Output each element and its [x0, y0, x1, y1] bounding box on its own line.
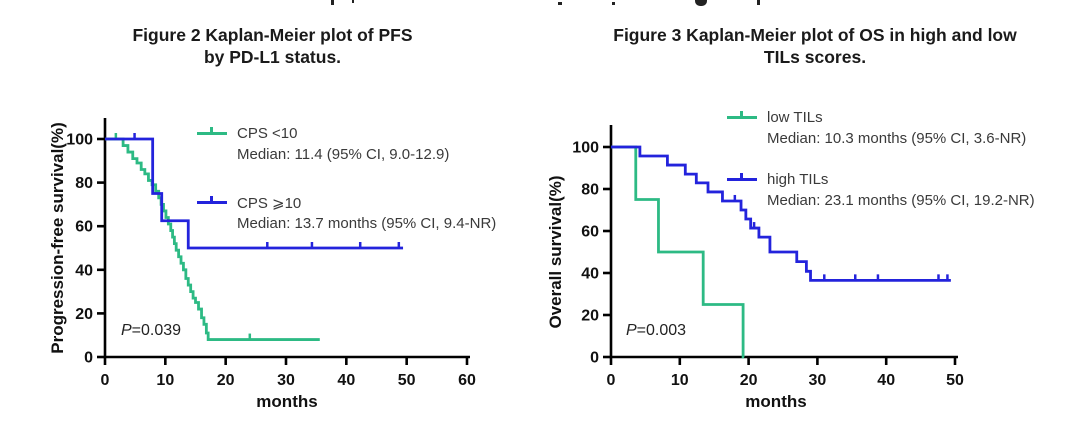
cropped-text-fragment: [331, 0, 334, 5]
legend-cps-ge10: CPS ⩾10 Median: 13.7 months (95% CI, 9.4…: [197, 192, 496, 234]
p-value-text: =0.003: [636, 322, 687, 339]
chart1-x-tick-label: 40: [877, 372, 895, 389]
legend-low-tils: low TILs Median: 10.3 months (95% CI, 3.…: [727, 107, 1026, 149]
legend-swatch-blue-icon: [727, 173, 757, 181]
chart0-y-tick-label: 20: [75, 306, 93, 323]
chart1-axes: [609, 125, 958, 359]
p-symbol: P: [121, 322, 132, 339]
legend-swatch-green-icon: [197, 127, 227, 135]
chart0-x-tick-label: 20: [217, 372, 235, 389]
chart0-y-tick-label: 0: [84, 350, 93, 367]
legend-median-label: Median: 11.4 (95% CI, 9.0-12.9): [237, 146, 450, 163]
legend-high-tils: high TILs Median: 23.1 months (95% CI, 1…: [727, 169, 1035, 211]
p-value-left: P=0.039: [121, 322, 181, 340]
chart1-curve-blue: [611, 145, 951, 282]
cropped-text-fragment: [558, 2, 562, 5]
cropped-text-fragment: [695, 0, 707, 6]
chart-title-figure3: Figure 3 Kaplan-Meier plot of OS in high…: [570, 24, 1060, 68]
x-axis-label-left: months: [256, 392, 318, 411]
chart1-x-tick-label: 10: [671, 372, 689, 389]
chart-title-line2: by PD-L1 status.: [203, 47, 342, 67]
legend-label: CPS ⩾10: [237, 194, 302, 212]
chart1-x-tick-label: 0: [607, 372, 616, 389]
chart1-y-tick-label: 20: [581, 308, 599, 325]
chart0-curve-blue: [105, 137, 404, 250]
chart0-curve-green: [105, 137, 320, 341]
chart1-y-tick-label: 40: [581, 266, 599, 283]
legend-median-label: Median: 13.7 months (95% CI, 9.4-NR): [237, 215, 497, 232]
chart1-y-tick-label: 100: [572, 140, 599, 157]
p-value-text: =0.039: [131, 322, 182, 339]
chart1-curve-green: [611, 145, 745, 359]
legend-median-label: Median: 23.1 months (95% CI, 19.2-NR): [767, 192, 1035, 209]
x-axis-label-right: months: [745, 392, 807, 411]
chart1-y-tick-label: 60: [581, 224, 599, 241]
chart0-x-tick-label: 60: [458, 372, 476, 389]
legend-median-label: Median: 10.3 months (95% CI, 3.6-NR): [767, 130, 1027, 147]
chart0-x-tick-label: 30: [277, 372, 295, 389]
chart0-y-tick-label: 100: [66, 132, 93, 149]
chart1-x-tick-label: 20: [740, 372, 758, 389]
chart0-x-tick-label: 40: [337, 372, 355, 389]
chart-title-line1: Figure 2 Kaplan-Meier plot of PFS: [132, 25, 413, 45]
cropped-text-fragment: [612, 2, 615, 5]
chart1-x-tick-label: 30: [809, 372, 827, 389]
chart0-x-tick-label: 0: [101, 372, 110, 389]
legend-label: high TILs: [767, 171, 829, 188]
legend-label: low TILs: [767, 109, 823, 126]
legend-swatch-blue-icon: [197, 196, 227, 204]
cropped-text-fragment: [352, 0, 354, 3]
chart-title-figure2: Figure 2 Kaplan-Meier plot of PFS by PD-…: [70, 24, 475, 68]
p-symbol: P: [626, 322, 637, 339]
chart0-y-tick-label: 60: [75, 219, 93, 236]
chart0-y-tick-label: 80: [75, 175, 93, 192]
chart0-y-tick-label: 40: [75, 262, 93, 279]
legend-swatch-green-icon: [727, 111, 757, 119]
p-value-right: P=0.003: [626, 322, 686, 340]
chart0-x-tick-label: 10: [156, 372, 174, 389]
chart1-y-tick-label: 0: [590, 350, 599, 367]
chart1-x-tick-label: 50: [946, 372, 964, 389]
cropped-text-fragment: [757, 0, 760, 5]
chart0-x-tick-label: 50: [398, 372, 416, 389]
legend-cps-lt10: CPS <10 Median: 11.4 (95% CI, 9.0-12.9): [197, 123, 449, 165]
chart1-y-tick-label: 80: [581, 182, 599, 199]
legend-label: CPS <10: [237, 125, 298, 142]
chart-title-line2: TILs scores.: [763, 47, 867, 67]
chart-title-line1: Figure 3 Kaplan-Meier plot of OS in high…: [613, 25, 1017, 45]
